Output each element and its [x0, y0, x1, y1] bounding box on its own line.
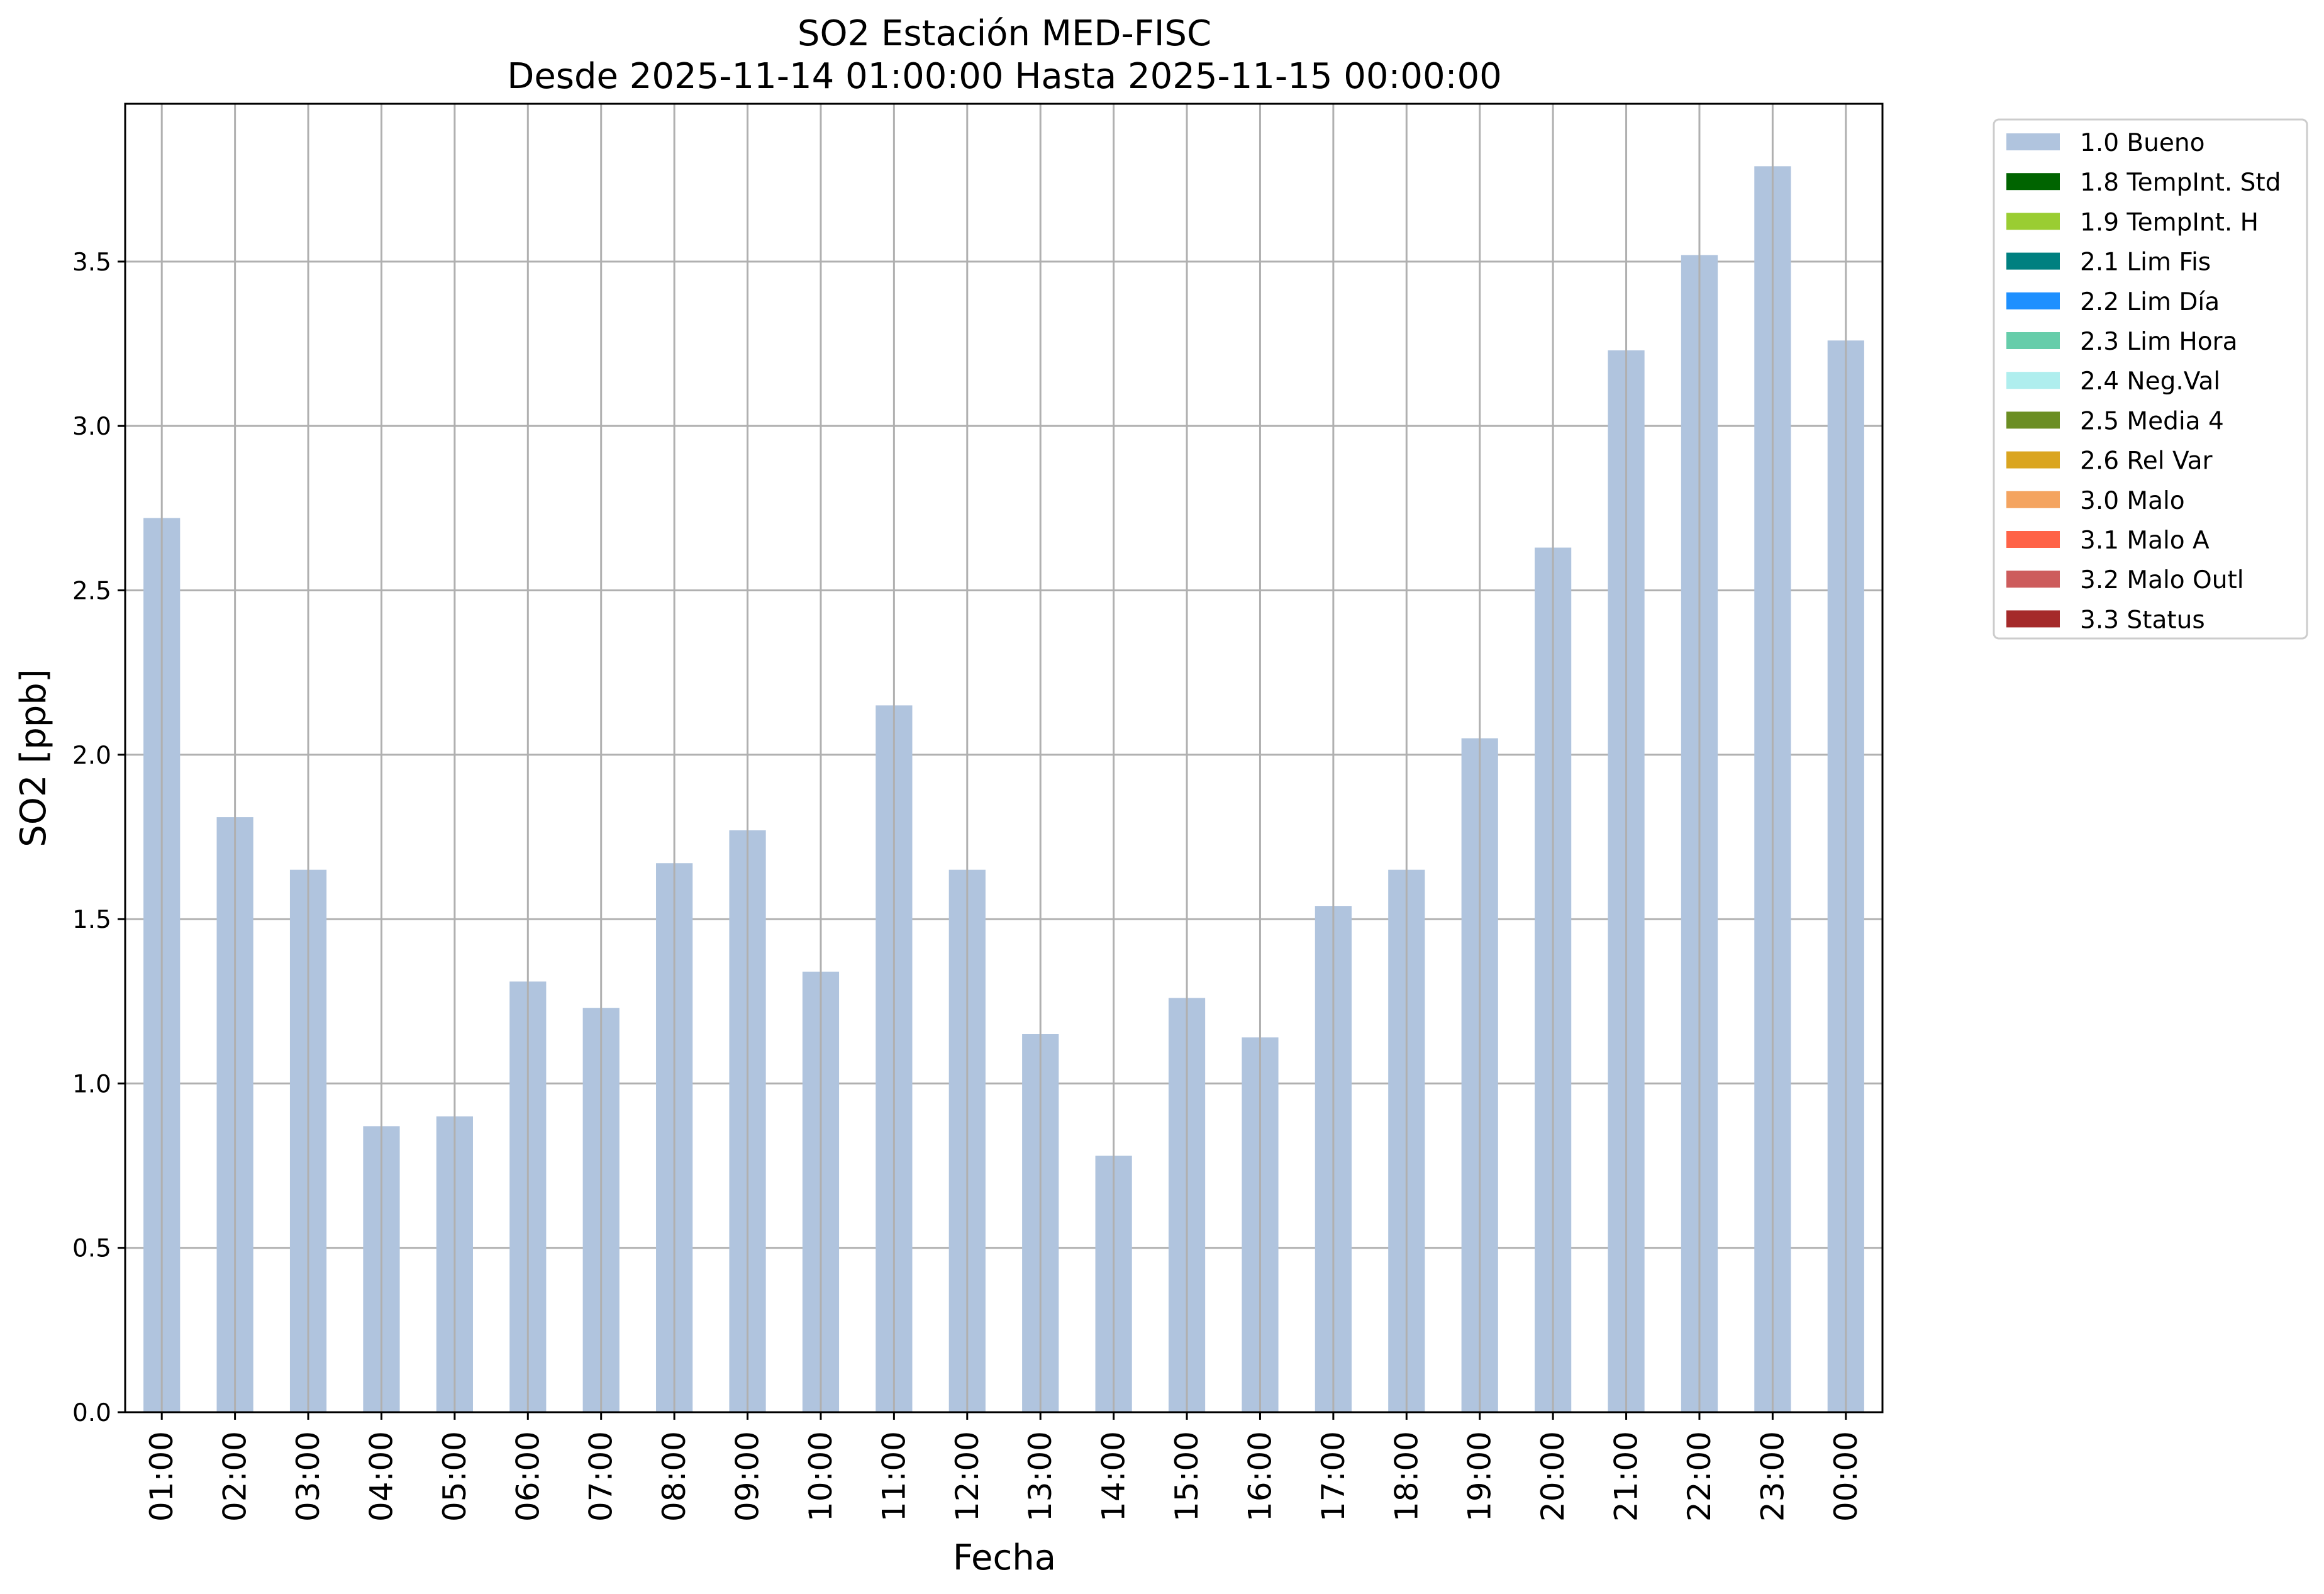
legend-swatch	[2006, 252, 2060, 270]
chart-title: SO2 Estación MED-FISC	[798, 13, 1211, 54]
legend-label: 1.8 TempInt. Std	[2080, 169, 2281, 197]
x-tick-label: 19:00	[1462, 1431, 1498, 1522]
legend-swatch	[2006, 411, 2060, 429]
legend-label: 1.9 TempInt. H	[2080, 208, 2259, 237]
y-tick-label: 3.5	[72, 248, 111, 277]
x-axis-label: Fecha	[953, 1537, 1056, 1578]
vertical-grid-lines	[160, 104, 1847, 1412]
x-tick-label: 15:00	[1169, 1431, 1205, 1522]
legend-label: 3.1 Malo A	[2080, 527, 2210, 555]
y-tick-label: 1.0	[72, 1070, 111, 1098]
y-tick-label: 3.0	[72, 413, 111, 441]
legend-label: 2.6 Rel Var	[2080, 447, 2213, 476]
x-tick-label: 08:00	[656, 1431, 692, 1522]
x-tick-label: 10:00	[803, 1431, 839, 1522]
x-tick-label: 06:00	[509, 1431, 546, 1522]
x-tick-label: 12:00	[949, 1431, 986, 1522]
y-tick-label: 2.0	[72, 742, 111, 770]
legend-swatch	[2006, 491, 2060, 508]
legend-swatch	[2006, 332, 2060, 349]
chart-subtitle: Desde 2025-11-14 01:00:00 Hasta 2025-11-…	[507, 56, 1502, 97]
legend-label: 3.2 Malo Outl	[2080, 566, 2244, 594]
legend-label: 2.1 Lim Fis	[2080, 248, 2211, 277]
legend-label: 2.4 Neg.Val	[2080, 367, 2220, 396]
legend-swatch	[2006, 531, 2060, 548]
legend-label: 3.0 Malo	[2080, 487, 2185, 515]
y-axis-ticks: 0.0 0.5 1.0 1.5 2.0 2.5 3.0 3.5	[72, 248, 125, 1427]
legend-swatch	[2006, 213, 2060, 230]
grid-lines	[125, 260, 1882, 1413]
legend-label: 1.0 Bueno	[2080, 129, 2204, 157]
y-tick-label: 2.5	[72, 577, 111, 605]
x-tick-label: 14:00	[1096, 1431, 1132, 1522]
y-axis-label: SO2 [ppb]	[13, 669, 54, 847]
legend-swatch	[2006, 173, 2060, 191]
legend-swatch	[2006, 451, 2060, 469]
legend-swatch	[2006, 372, 2060, 389]
y-tick-label: 0.5	[72, 1235, 111, 1263]
x-tick-label: 13:00	[1022, 1431, 1059, 1522]
x-tick-label: 02:00	[217, 1431, 253, 1522]
legend-swatch	[2006, 610, 2060, 628]
x-tick-label: 03:00	[290, 1431, 326, 1522]
bars	[143, 166, 1864, 1413]
legend-label: 3.3 Status	[2080, 606, 2205, 634]
plot-frame	[124, 103, 1884, 1413]
x-tick-label: 17:00	[1315, 1431, 1352, 1522]
y-tick-label: 0.0	[72, 1399, 111, 1427]
x-tick-label: 09:00	[730, 1431, 766, 1522]
x-tick-label: 18:00	[1388, 1431, 1425, 1522]
x-tick-label: 05:00	[436, 1431, 473, 1522]
x-tick-label: 04:00	[363, 1431, 399, 1522]
x-tick-label: 01:00	[143, 1431, 180, 1522]
x-axis-ticks: 01:00 02:00 03:00 04:00 05:00 06:00 07:00 08:00…	[143, 1412, 1864, 1522]
y-tick-label: 1.5	[72, 906, 111, 934]
x-tick-label: 11:00	[876, 1431, 912, 1522]
legend-label: 2.5 Media 4	[2080, 407, 2224, 435]
legend: 1.0 Bueno 1.8 TempInt. Std 1.9 TempInt. H 2…	[1993, 118, 2308, 640]
legend-label: 2.2 Lim Día	[2080, 288, 2220, 316]
x-tick-label: 23:00	[1754, 1431, 1791, 1522]
x-tick-label: 21:00	[1608, 1431, 1645, 1522]
x-tick-label: 07:00	[583, 1431, 620, 1522]
legend-swatch	[2006, 571, 2060, 588]
x-tick-label: 22:00	[1681, 1431, 1718, 1522]
legend-swatch	[2006, 133, 2060, 150]
x-tick-label: 16:00	[1242, 1431, 1278, 1522]
legend-label: 2.3 Lim Hora	[2080, 328, 2238, 356]
legend-frame	[1993, 118, 2308, 640]
legend-swatch	[2006, 292, 2060, 309]
x-tick-label: 20:00	[1535, 1431, 1571, 1522]
x-tick-label: 00:00	[1828, 1431, 1864, 1522]
